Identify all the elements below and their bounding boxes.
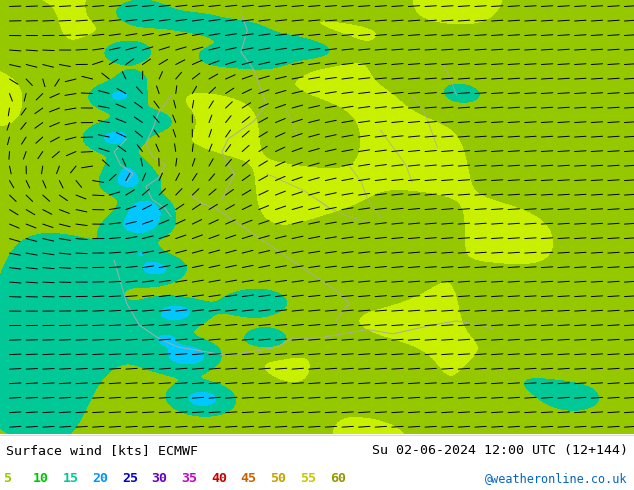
Text: 5: 5 [3, 472, 11, 486]
Text: 40: 40 [211, 472, 227, 486]
Text: 55: 55 [300, 472, 316, 486]
Text: Su 02-06-2024 12:00 UTC (12+144): Su 02-06-2024 12:00 UTC (12+144) [372, 444, 628, 457]
Text: 15: 15 [63, 472, 79, 486]
Text: 35: 35 [181, 472, 197, 486]
Text: 60: 60 [330, 472, 346, 486]
Text: 25: 25 [122, 472, 138, 486]
Text: 45: 45 [241, 472, 257, 486]
Text: 30: 30 [152, 472, 167, 486]
Text: 10: 10 [33, 472, 49, 486]
Text: Surface wind [kts] ECMWF: Surface wind [kts] ECMWF [6, 444, 198, 457]
Text: 20: 20 [92, 472, 108, 486]
Text: 50: 50 [270, 472, 287, 486]
Text: @weatheronline.co.uk: @weatheronline.co.uk [485, 472, 628, 486]
